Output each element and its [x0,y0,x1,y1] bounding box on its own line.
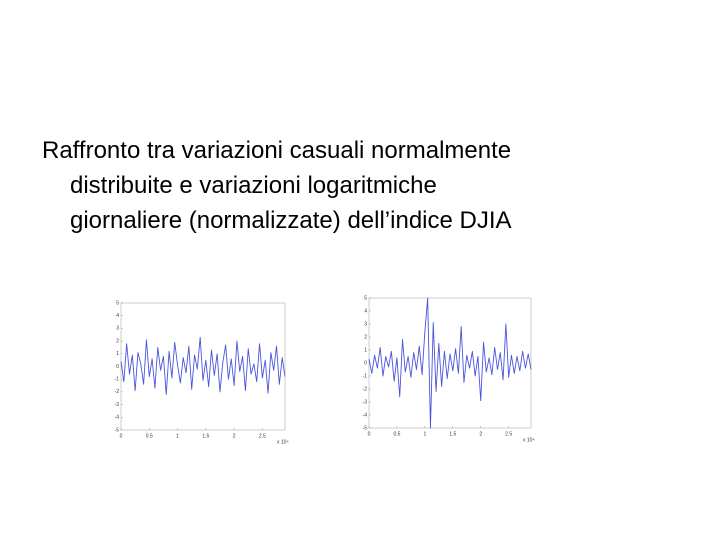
y-tick-label: 3 [364,321,367,327]
series-line [368,297,532,429]
x-tick-label: 0 [120,433,123,439]
y-tick-label: -5 [363,425,368,431]
y-tick-label: 1 [364,347,367,353]
x-tick-label: 2 [479,431,482,437]
x-tick-label: 1.5 [202,433,209,439]
y-tick-label: -5 [115,427,120,433]
y-tick-label: 3 [116,326,119,332]
series-line [120,336,286,395]
y-tick-label: -4 [115,415,120,421]
x-tick-label: 0 [368,431,371,437]
plot-frame [120,302,286,431]
x-multiplier: x 10⁴ [277,439,289,445]
text-line: giornaliere (normalizzate) dell’indice D… [70,207,512,234]
y-tick-label: -1 [115,377,120,383]
plot-frame [368,297,532,429]
y-tick-label: 0 [364,360,367,366]
y-tick-label: 5 [364,295,367,301]
y-tick-label: -2 [115,389,120,395]
x-tick-label: 2.5 [505,431,512,437]
y-tick-label: 4 [364,308,367,314]
x-tick-label: 0.5 [393,431,400,437]
x-tick-label: 1 [176,433,179,439]
text-line: Raffronto tra variazioni casuali normalm… [42,137,512,164]
x-tick-label: 0.5 [146,433,153,439]
y-tick-label: -4 [363,412,368,418]
y-tick-label: 0 [116,364,119,370]
y-tick-label: -3 [363,399,368,405]
x-tick-label: 1.5 [449,431,456,437]
slide-text: Raffronto tra variazioni casuali normalm… [42,133,512,238]
y-tick-label: 5 [116,300,119,306]
y-tick-label: 1 [116,351,119,357]
y-tick-label: -1 [363,373,368,379]
x-tick-label: 2.5 [259,433,266,439]
y-tick-label: -2 [363,386,368,392]
x-tick-label: 1 [423,431,426,437]
x-multiplier: x 10⁴ [523,437,535,443]
y-tick-label: -3 [115,402,120,408]
x-tick-label: 2 [233,433,236,439]
y-tick-label: 2 [116,338,119,344]
y-tick-label: 2 [364,334,367,340]
y-tick-label: 4 [116,313,119,319]
text-line: distribuite e variazioni logaritmiche [70,172,437,199]
